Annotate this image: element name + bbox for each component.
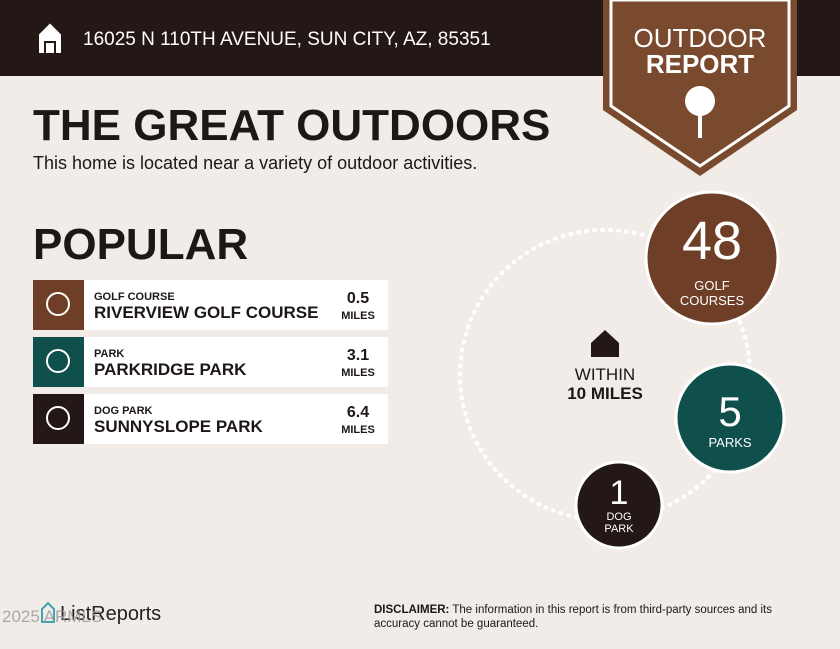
home-icon — [37, 20, 63, 55]
count-value: 48 — [681, 211, 743, 271]
activity-unit: MILES — [341, 424, 375, 436]
badge-line: REPORT — [645, 49, 755, 79]
icon — [46, 406, 70, 430]
activity-category: PARK — [94, 348, 125, 360]
badge-outline — [609, 0, 791, 168]
disclaimer: DISCLAIMER: The information in this repo… — [374, 603, 814, 631]
watermark: 2025 ARMLS — [2, 607, 103, 626]
activity-icon — [33, 394, 84, 444]
activity-distance: 3.1 — [346, 347, 370, 364]
activity-icon — [33, 337, 84, 387]
dog-circle — [574, 460, 664, 550]
activity-row: PARK PARKRIDGE PARK 3.1 MILES — [33, 337, 388, 387]
activity-distance: 6.4 — [346, 404, 370, 421]
tree-icon — [685, 86, 715, 116]
home-icon — [591, 330, 619, 357]
count-label: PARKS — [708, 435, 752, 450]
golf-circle — [644, 190, 780, 326]
activity-unit: MILES — [341, 367, 375, 379]
title: THE GREAT OUTDOORS — [33, 101, 551, 150]
radius-line: WITHIN — [574, 365, 636, 384]
radius-line: 10 MILES — [567, 384, 643, 403]
activity-category: DOG PARK — [94, 405, 153, 417]
badge-line: OUTDOOR — [633, 23, 767, 53]
activity-row: DOG PARK SUNNYSLOPE PARK 6.4 MILES — [33, 394, 388, 444]
logo-icon — [41, 601, 55, 623]
tree-trunk — [698, 110, 702, 138]
address: 16025 N 110TH AVENUE, SUN CITY, AZ, 8535… — [83, 29, 491, 50]
activity-category: GOLF COURSE — [94, 291, 175, 303]
activity-name: SUNNYSLOPE PARK — [94, 417, 263, 436]
activity-name: RIVERVIEW GOLF COURSE — [94, 303, 319, 322]
disclaimer-text: The information in this report is from t… — [374, 604, 772, 630]
activity-row: GOLF COURSE RIVERVIEW GOLF COURSE 0.5 MI… — [33, 280, 388, 330]
icon — [46, 349, 70, 373]
activity-icon — [33, 280, 84, 330]
count-value: 1 — [609, 474, 629, 512]
subtitle: This home is located near a variety of o… — [33, 153, 478, 173]
park-circle — [674, 362, 786, 474]
count-value: 5 — [718, 388, 742, 435]
activity-name: PARKRIDGE PARK — [94, 360, 247, 379]
count-label: GOLF COURSES — [679, 278, 745, 308]
count-label: DOG PARK — [604, 511, 634, 535]
activity-distance: 0.5 — [346, 290, 370, 307]
activity-unit: MILES — [341, 310, 375, 322]
icon — [46, 292, 70, 316]
popular-heading: POPULAR — [33, 220, 249, 269]
disclaimer-label: DISCLAIMER: — [374, 604, 450, 616]
logo: ListReports — [60, 603, 162, 625]
